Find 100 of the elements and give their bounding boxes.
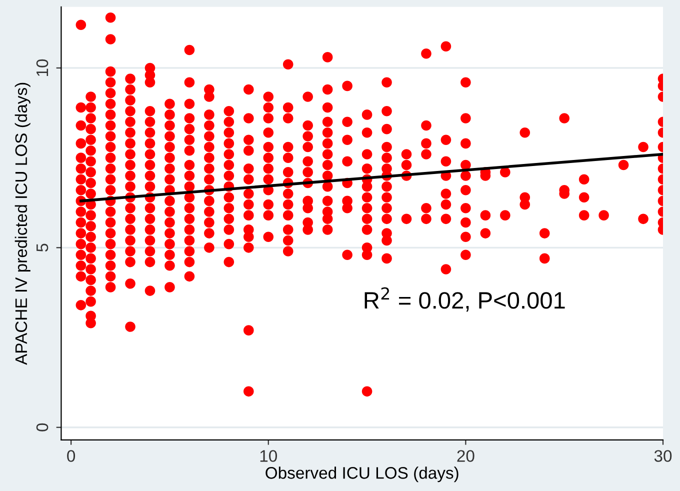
point (382, 235, 392, 246)
point (440, 264, 452, 274)
point (263, 128, 274, 138)
point (282, 102, 294, 113)
point (184, 134, 195, 145)
point (302, 131, 313, 142)
point (282, 188, 294, 199)
point (144, 116, 156, 128)
point (500, 210, 510, 220)
point (282, 59, 294, 70)
point (263, 102, 274, 113)
point (440, 134, 452, 145)
point (164, 260, 175, 271)
point (144, 224, 156, 235)
point (539, 228, 550, 238)
point (144, 170, 156, 181)
point (164, 206, 175, 217)
point (282, 142, 294, 152)
point (460, 113, 471, 124)
point (125, 170, 136, 181)
point (86, 124, 96, 134)
point (382, 106, 392, 116)
point (421, 120, 432, 131)
point (243, 145, 254, 156)
point (144, 214, 156, 224)
point (382, 124, 392, 134)
point (164, 142, 175, 152)
point (578, 174, 590, 185)
point (282, 152, 294, 163)
point (86, 178, 96, 188)
point (204, 174, 214, 185)
point (539, 253, 550, 264)
point (342, 156, 352, 167)
point (76, 260, 86, 271)
point (578, 210, 590, 220)
point (125, 278, 136, 289)
point (322, 214, 333, 224)
point (86, 286, 96, 296)
point (421, 202, 432, 214)
point (164, 152, 175, 163)
point (76, 228, 86, 238)
point (125, 106, 136, 116)
point (302, 167, 313, 178)
point (421, 149, 432, 160)
point (144, 138, 156, 149)
point (322, 181, 333, 192)
x-tick-label: 30 (654, 450, 672, 462)
point (86, 102, 96, 113)
point (184, 256, 195, 268)
point (480, 210, 491, 220)
point (125, 256, 136, 268)
point (224, 128, 234, 138)
point (164, 282, 175, 292)
point (76, 120, 86, 131)
point (204, 142, 214, 152)
point (86, 253, 96, 264)
point (184, 271, 195, 282)
point (125, 224, 136, 235)
point (282, 224, 294, 235)
point (86, 296, 96, 307)
point (263, 174, 274, 185)
point (224, 160, 234, 170)
point (144, 160, 156, 170)
point (184, 235, 195, 246)
point (322, 224, 333, 235)
point (362, 163, 372, 174)
point (76, 238, 86, 250)
point (460, 202, 471, 214)
point (322, 128, 333, 138)
point (86, 92, 96, 102)
point (86, 242, 96, 253)
point (204, 131, 214, 142)
point (164, 174, 175, 185)
y-tick-label: 0 (36, 423, 48, 432)
point (125, 202, 136, 214)
y-axis-title: APACHE IV predicted ICU LOS (days) (14, 82, 30, 365)
point (144, 149, 156, 160)
point (342, 116, 352, 128)
point (125, 149, 136, 160)
point (302, 142, 313, 152)
point (263, 92, 274, 102)
point (164, 98, 175, 110)
point (144, 128, 156, 138)
point (164, 110, 175, 120)
point (125, 181, 136, 192)
x-tick-label: 0 (67, 450, 76, 462)
point (86, 145, 96, 156)
point (224, 116, 234, 128)
point (224, 192, 234, 202)
point (144, 106, 156, 116)
point (362, 386, 372, 397)
point (184, 224, 195, 235)
point (401, 160, 412, 170)
point (302, 224, 313, 235)
point (342, 134, 352, 145)
point (86, 210, 96, 220)
point (105, 217, 116, 228)
point (125, 322, 136, 332)
point (184, 145, 195, 156)
point (401, 149, 412, 160)
